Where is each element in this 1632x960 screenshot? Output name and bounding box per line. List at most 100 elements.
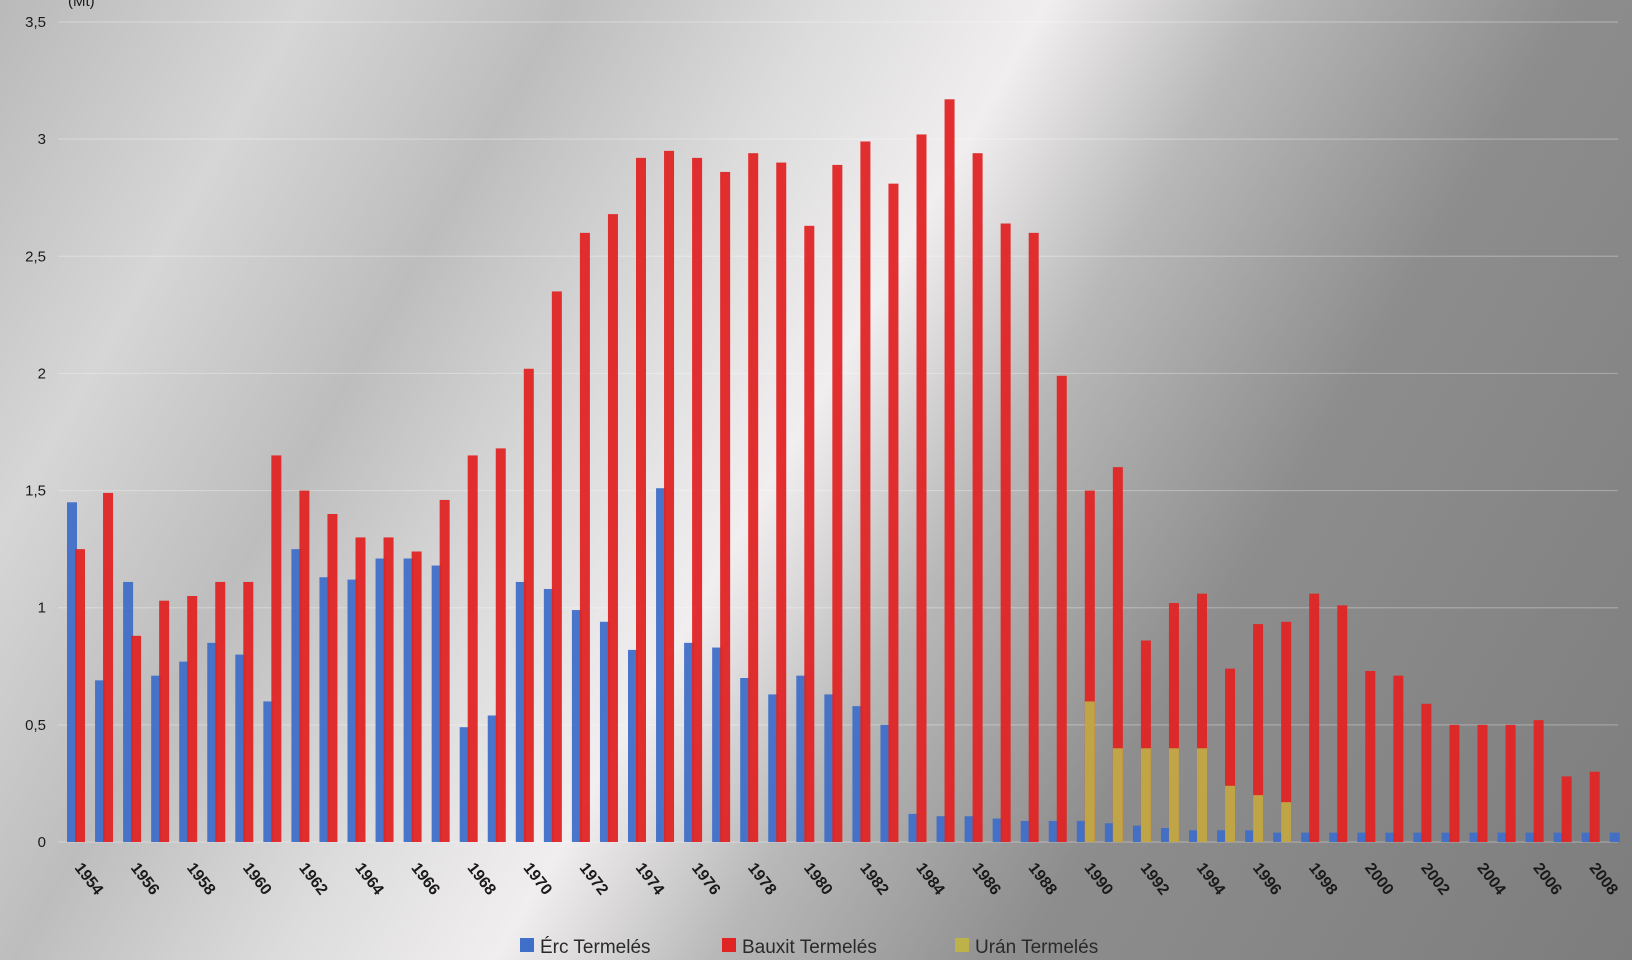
x-tick-label: 1968	[464, 860, 499, 899]
legend-swatch	[520, 938, 534, 952]
bar-erc	[1581, 832, 1592, 842]
x-axis-ticks: 1954 1956 1958 1960 1962 1964 1966 1968 1970 1972…	[71, 860, 1621, 899]
bar-bauxit	[551, 291, 562, 842]
x-tick-label: 1972	[576, 860, 611, 899]
bar-bauxit	[495, 448, 506, 842]
bar-uran	[1140, 748, 1151, 842]
bar-erc	[1132, 825, 1143, 842]
bar-erc	[207, 642, 218, 842]
y-axis-label: (Mt)	[68, 0, 95, 10]
bar-bauxit	[972, 153, 983, 842]
bar-bauxit	[1197, 593, 1207, 842]
y-tick-label: 2	[38, 365, 46, 382]
bar-bauxit	[607, 214, 618, 843]
x-tick-label: 1990	[1081, 860, 1116, 899]
bar-bauxit	[636, 157, 646, 842]
bar-bauxit	[1477, 724, 1488, 842]
bar-erc	[1497, 832, 1508, 842]
bar-erc	[515, 581, 526, 842]
x-tick-label: 1954	[71, 860, 106, 899]
x-tick-label: 1982	[856, 860, 891, 899]
bar-bauxit	[439, 499, 450, 842]
bar-bauxit	[1225, 668, 1236, 842]
y-tick-label: 0	[38, 834, 46, 851]
bar-bauxit	[1365, 670, 1376, 842]
y-axis-ticks: 0 0,5 1 1,5 2 2,5 3 3,5	[25, 14, 46, 851]
legend-swatch	[722, 938, 736, 952]
bar-bauxit	[383, 537, 394, 842]
bar-uran	[1253, 795, 1264, 842]
bar-erc	[1357, 832, 1368, 842]
bar-erc	[599, 621, 610, 842]
bar-erc	[235, 654, 246, 842]
bar-bauxit	[916, 134, 927, 842]
bar-bauxit	[888, 183, 899, 842]
bar-bauxit	[159, 600, 170, 842]
bar-erc	[403, 558, 414, 842]
bar-bauxit	[832, 164, 843, 842]
bar-bauxit	[271, 455, 282, 842]
bar-uran	[1084, 701, 1095, 842]
bar-erc	[1329, 832, 1340, 842]
bar-bauxit	[1533, 720, 1544, 842]
bar-bauxit	[1421, 703, 1432, 842]
bar-erc	[123, 581, 134, 842]
bars	[67, 99, 1620, 843]
bar-erc	[1385, 832, 1396, 842]
x-tick-label: 1996	[1249, 860, 1284, 899]
bar-uran	[1112, 748, 1123, 842]
bar-bauxit	[243, 581, 254, 842]
x-tick-label: 1980	[800, 860, 835, 899]
x-tick-label: 1974	[632, 860, 667, 899]
y-tick-label: 3,5	[25, 14, 46, 31]
bar-bauxit	[664, 150, 675, 842]
bar-bauxit	[1000, 223, 1011, 842]
bar-erc	[1273, 832, 1284, 842]
bar-bauxit	[1309, 593, 1320, 842]
bar-bauxit	[1028, 232, 1039, 842]
bar-bauxit	[299, 490, 310, 842]
legend-label: Érc Termelés	[540, 937, 651, 958]
bar-erc	[375, 558, 386, 842]
bar-erc	[908, 813, 919, 842]
legend: Érc Termelés Bauxit Termelés Urán Termelés	[520, 937, 1098, 958]
bar-erc	[1413, 832, 1424, 842]
bar-uran	[1281, 802, 1292, 842]
bar-bauxit	[1449, 724, 1460, 842]
bar-erc	[684, 642, 695, 842]
x-tick-label: 1978	[744, 860, 779, 899]
x-tick-label: 1988	[1025, 860, 1060, 899]
bar-erc	[263, 701, 274, 842]
bar-bauxit	[804, 225, 815, 843]
x-tick-label: 1986	[968, 860, 1003, 899]
bar-erc	[1189, 830, 1199, 842]
bar-erc	[1441, 832, 1452, 842]
bar-bauxit	[215, 581, 226, 842]
bar-erc	[1104, 823, 1115, 842]
bar-bauxit	[720, 171, 731, 842]
bar-erc	[992, 818, 1003, 842]
bar-erc	[740, 678, 751, 842]
bar-erc	[571, 610, 582, 842]
x-tick-label: 1964	[351, 860, 386, 899]
bar-bauxit	[131, 635, 142, 842]
bar-erc	[852, 706, 863, 842]
legend-label: Bauxit Termelés	[742, 937, 877, 958]
bar-erc	[1160, 827, 1171, 842]
x-tick-label: 1960	[239, 860, 274, 899]
bar-erc	[543, 588, 554, 842]
bar-erc	[1609, 832, 1620, 842]
x-tick-label: 1976	[688, 860, 723, 899]
x-tick-label: 1992	[1137, 860, 1172, 899]
x-tick-label: 1966	[407, 860, 442, 899]
bar-erc	[712, 647, 723, 842]
bar-erc	[1217, 830, 1228, 842]
bar-erc	[628, 649, 638, 842]
bar-erc	[1469, 832, 1480, 842]
bar-bauxit	[523, 368, 534, 842]
bar-bauxit	[1056, 375, 1067, 842]
bar-bauxit	[1393, 675, 1404, 842]
x-tick-label: 1984	[912, 860, 947, 899]
bar-erc	[768, 694, 779, 842]
